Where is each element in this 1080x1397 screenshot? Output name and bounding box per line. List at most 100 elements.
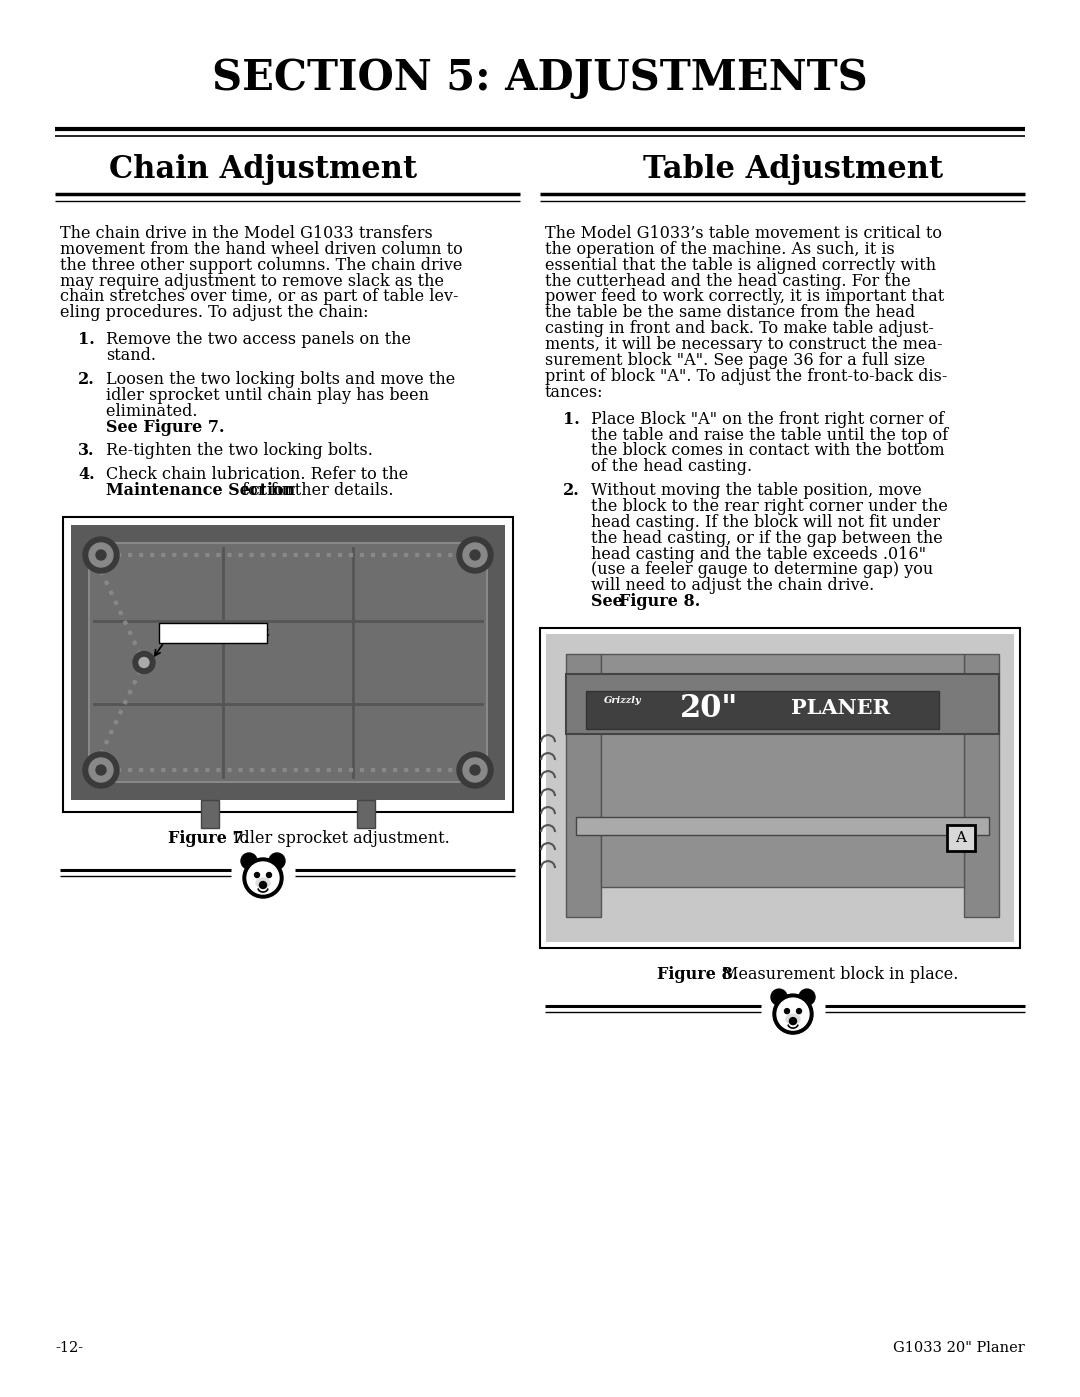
Bar (566, 654, 600, 916)
Text: See: See (591, 594, 629, 610)
Bar (540, 629, 1020, 949)
Text: SECTION 5: ADJUSTMENTS: SECTION 5: ADJUSTMENTS (212, 57, 868, 99)
Text: head casting and the table exceeds .016": head casting and the table exceeds .016" (591, 546, 927, 563)
Text: 20": 20" (680, 693, 739, 724)
Text: 2.: 2. (563, 482, 580, 499)
Circle shape (83, 752, 119, 788)
Text: the cutterhead and the head casting. For the: the cutterhead and the head casting. For… (545, 272, 910, 289)
Bar (201, 800, 219, 828)
Circle shape (457, 536, 492, 573)
Circle shape (777, 997, 809, 1030)
Bar (566, 675, 999, 733)
Bar (600, 654, 964, 887)
Text: the block to the rear right corner under the: the block to the rear right corner under… (591, 497, 948, 515)
Circle shape (255, 873, 259, 877)
Text: -12-: -12- (55, 1341, 83, 1355)
Text: for further details.: for further details. (238, 482, 393, 499)
Bar (89, 543, 487, 782)
Text: Remove the two access panels on the: Remove the two access panels on the (106, 331, 411, 348)
Text: A: A (956, 831, 967, 845)
Bar (159, 623, 267, 643)
Text: head casting. If the block will not fit under: head casting. If the block will not fit … (591, 514, 940, 531)
Circle shape (89, 759, 113, 782)
Text: idler sprocket until chain play has been: idler sprocket until chain play has been (106, 387, 429, 404)
Text: See Figure 7.: See Figure 7. (106, 419, 225, 436)
Bar (357, 800, 375, 828)
Circle shape (133, 651, 156, 673)
Circle shape (797, 1009, 801, 1014)
Text: Figure 8.: Figure 8. (657, 967, 738, 983)
Circle shape (241, 854, 257, 869)
Bar (947, 826, 975, 851)
Bar (63, 517, 513, 812)
Text: Idler Sprocket: Idler Sprocket (163, 626, 269, 638)
Text: eliminated.: eliminated. (106, 402, 203, 419)
Text: the head casting, or if the gap between the: the head casting, or if the gap between … (591, 529, 943, 546)
Ellipse shape (786, 1014, 800, 1024)
Bar (576, 817, 989, 835)
Text: Place Block "A" on the front right corner of: Place Block "A" on the front right corne… (591, 411, 944, 427)
Bar (71, 525, 505, 800)
Text: the table be the same distance from the head: the table be the same distance from the … (545, 305, 915, 321)
Text: 4.: 4. (78, 467, 95, 483)
Circle shape (784, 1009, 789, 1014)
Text: power feed to work correctly, it is important that: power feed to work correctly, it is impo… (545, 288, 944, 306)
Text: Without moving the table position, move: Without moving the table position, move (591, 482, 921, 499)
Text: the three other support columns. The chain drive: the three other support columns. The cha… (60, 257, 462, 274)
Circle shape (773, 995, 813, 1034)
Text: may require adjustment to remove slack as the: may require adjustment to remove slack a… (60, 272, 444, 289)
Circle shape (799, 989, 815, 1004)
Bar (964, 654, 999, 916)
Text: Re-tighten the two locking bolts.: Re-tighten the two locking bolts. (106, 443, 373, 460)
Text: Table Adjustment: Table Adjustment (643, 154, 943, 184)
Text: tances:: tances: (545, 384, 604, 401)
Text: Maintenance Section: Maintenance Section (106, 482, 295, 499)
Circle shape (243, 858, 283, 898)
Circle shape (269, 854, 285, 869)
Circle shape (463, 759, 487, 782)
Circle shape (259, 882, 267, 888)
Text: The Model G1033’s table movement is critical to: The Model G1033’s table movement is crit… (545, 225, 942, 242)
Circle shape (83, 536, 119, 573)
Text: 3.: 3. (78, 443, 95, 460)
Text: the table and raise the table until the top of: the table and raise the table until the … (591, 426, 948, 444)
Circle shape (247, 862, 279, 894)
Circle shape (267, 873, 271, 877)
Text: The chain drive in the Model G1033 transfers: The chain drive in the Model G1033 trans… (60, 225, 433, 242)
Text: surement block "A". See page 36 for a full size: surement block "A". See page 36 for a fu… (545, 352, 926, 369)
Text: casting in front and back. To make table adjust-: casting in front and back. To make table… (545, 320, 934, 337)
Circle shape (96, 550, 106, 560)
Text: 1.: 1. (563, 411, 580, 427)
Bar (586, 692, 939, 729)
Text: chain stretches over time, or as part of table lev-: chain stretches over time, or as part of… (60, 288, 459, 306)
Text: 2.: 2. (78, 372, 95, 388)
Text: the operation of the machine. As such, it is: the operation of the machine. As such, i… (545, 240, 894, 258)
Circle shape (789, 1017, 797, 1024)
Text: Chain Adjustment: Chain Adjustment (109, 154, 417, 184)
Text: 1.: 1. (78, 331, 95, 348)
Text: ments, it will be necessary to construct the mea-: ments, it will be necessary to construct… (545, 337, 943, 353)
Circle shape (457, 752, 492, 788)
Text: Figure 7.: Figure 7. (168, 830, 249, 847)
Text: G1033 20" Planer: G1033 20" Planer (893, 1341, 1025, 1355)
Text: Loosen the two locking bolts and move the: Loosen the two locking bolts and move th… (106, 372, 456, 388)
Text: movement from the hand wheel driven column to: movement from the hand wheel driven colu… (60, 240, 462, 258)
Text: print of block "A". To adjust the front-to-back dis-: print of block "A". To adjust the front-… (545, 367, 947, 384)
Circle shape (463, 543, 487, 567)
Bar (546, 634, 1014, 942)
Text: will need to adjust the chain drive.: will need to adjust the chain drive. (591, 577, 879, 594)
Circle shape (470, 766, 480, 775)
Text: Figure 8.: Figure 8. (619, 594, 700, 610)
Text: eling procedures. To adjust the chain:: eling procedures. To adjust the chain: (60, 305, 368, 321)
Text: the block comes in contact with the bottom: the block comes in contact with the bott… (591, 443, 945, 460)
Text: PLANER: PLANER (791, 698, 890, 718)
Circle shape (470, 550, 480, 560)
Text: Idler sprocket adjustment.: Idler sprocket adjustment. (228, 830, 449, 847)
Text: (use a feeler gauge to determine gap) you: (use a feeler gauge to determine gap) yo… (591, 562, 933, 578)
Circle shape (139, 658, 149, 668)
Circle shape (771, 989, 787, 1004)
Text: Grizzly: Grizzly (604, 696, 642, 705)
Ellipse shape (256, 877, 270, 888)
Text: Check chain lubrication. Refer to the: Check chain lubrication. Refer to the (106, 467, 408, 483)
Text: essential that the table is aligned correctly with: essential that the table is aligned corr… (545, 257, 936, 274)
